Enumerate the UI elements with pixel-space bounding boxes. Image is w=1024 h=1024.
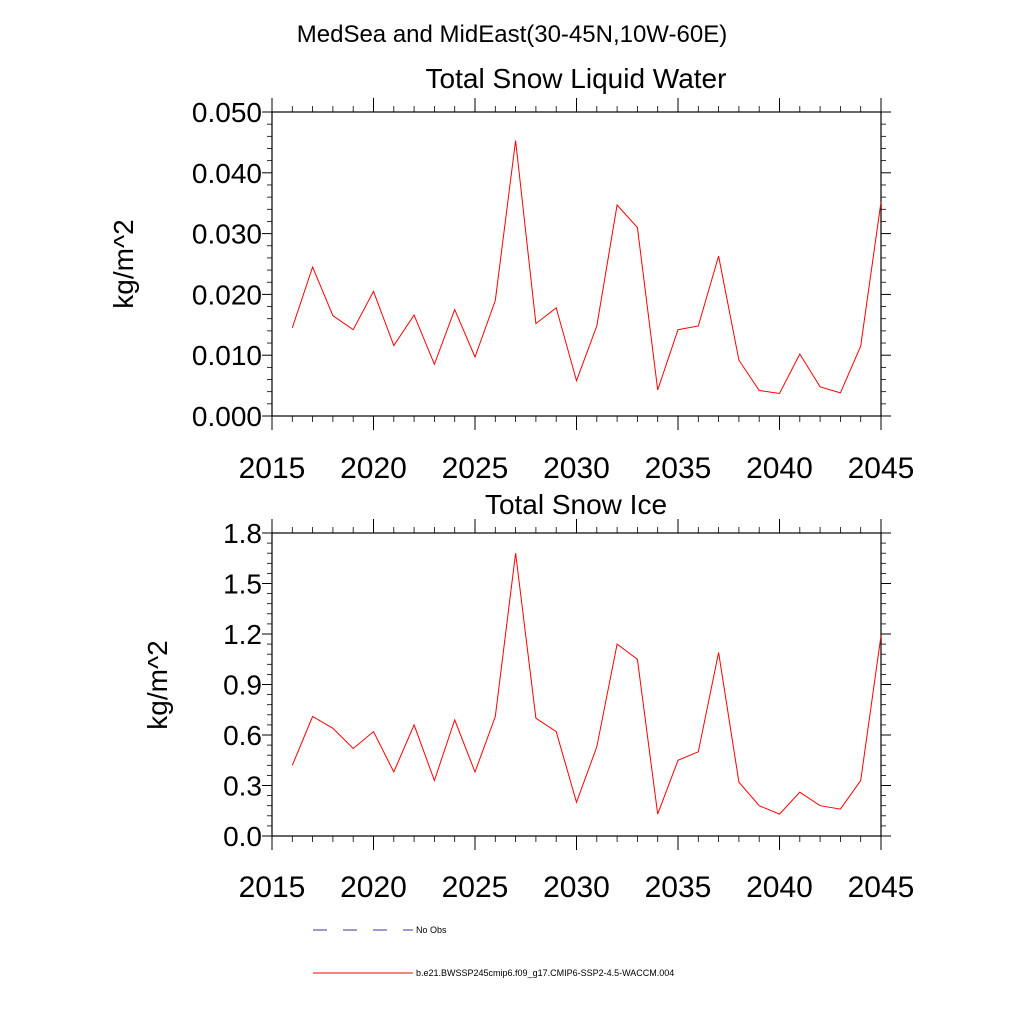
y-tick-labels: 0.0 0.3 0.6 0.9 1.2 1.5 1.8 (223, 518, 262, 852)
x-tick-label: 2035 (645, 871, 712, 904)
series-line (291, 553, 882, 815)
y-tick-label: 1.2 (223, 619, 262, 650)
x-tick-label: 2020 (340, 871, 407, 904)
figure-main-title: MedSea and MidEast(30-45N,10W-60E) (297, 21, 727, 48)
x-tick-labels: 2015 2020 2025 2030 2035 2040 2045 (239, 871, 915, 904)
y-tick-label: 0.000 (192, 401, 262, 432)
y-tick-label: 0.9 (223, 670, 262, 701)
x-tick-label: 2030 (543, 452, 610, 485)
y-tick-label: 1.5 (223, 569, 262, 600)
legend-label: b.e21.BWSSP245cmip6.f09_g17.CMIP6-SSP2-4… (416, 968, 674, 978)
x-tick-label: 2025 (442, 871, 509, 904)
y-tick-label: 0.6 (223, 720, 262, 751)
legend-label: No Obs (416, 925, 447, 935)
x-tick-label: 2015 (239, 871, 306, 904)
x-tick-label: 2035 (645, 452, 712, 485)
y-axis-label: kg/m^2 (108, 219, 139, 308)
plot-frame (271, 111, 882, 417)
legend-item-no-obs: No Obs (313, 925, 447, 935)
axis-ticks (262, 98, 891, 430)
chart-title: Total Snow Liquid Water (426, 63, 727, 94)
chart-panel-snow-ice: Total Snow Ice kg/m^2 0.0 0.3 0.6 0.9 1.2 1.5… (142, 489, 914, 904)
plot-frame (271, 532, 882, 837)
legend-item-model-run: b.e21.BWSSP245cmip6.f09_g17.CMIP6-SSP2-4… (313, 968, 674, 978)
y-tick-label: 1.8 (223, 518, 262, 549)
data-series (291, 553, 882, 815)
x-tick-labels: 2015 2020 2025 2030 2035 2040 2045 (239, 452, 915, 485)
data-series (291, 140, 882, 395)
y-tick-label: 0.020 (192, 279, 262, 310)
y-tick-label: 0.3 (223, 771, 262, 802)
y-axis-label: kg/m^2 (142, 640, 173, 729)
x-tick-label: 2040 (746, 452, 813, 485)
x-tick-label: 2040 (746, 871, 813, 904)
y-tick-label: 0.0 (223, 821, 262, 852)
x-tick-label: 2020 (340, 452, 407, 485)
axis-ticks (262, 519, 891, 850)
legend: No Obs b.e21.BWSSP245cmip6.f09_g17.CMIP6… (313, 925, 674, 978)
x-tick-label: 2045 (848, 452, 915, 485)
series-line (291, 140, 882, 395)
x-tick-label: 2045 (848, 871, 915, 904)
y-tick-label: 0.040 (192, 158, 262, 189)
y-tick-labels: 0.000 0.010 0.020 0.030 0.040 0.050 (192, 97, 262, 432)
y-tick-label: 0.010 (192, 340, 262, 371)
y-tick-label: 0.030 (192, 219, 262, 250)
chart-title: Total Snow Ice (485, 489, 667, 520)
y-tick-label: 0.050 (192, 97, 262, 128)
x-tick-label: 2015 (239, 452, 306, 485)
x-tick-label: 2025 (442, 452, 509, 485)
x-tick-label: 2030 (543, 871, 610, 904)
chart-panel-snow-liquid-water: Total Snow Liquid Water kg/m^2 0.000 0.01… (108, 63, 914, 485)
